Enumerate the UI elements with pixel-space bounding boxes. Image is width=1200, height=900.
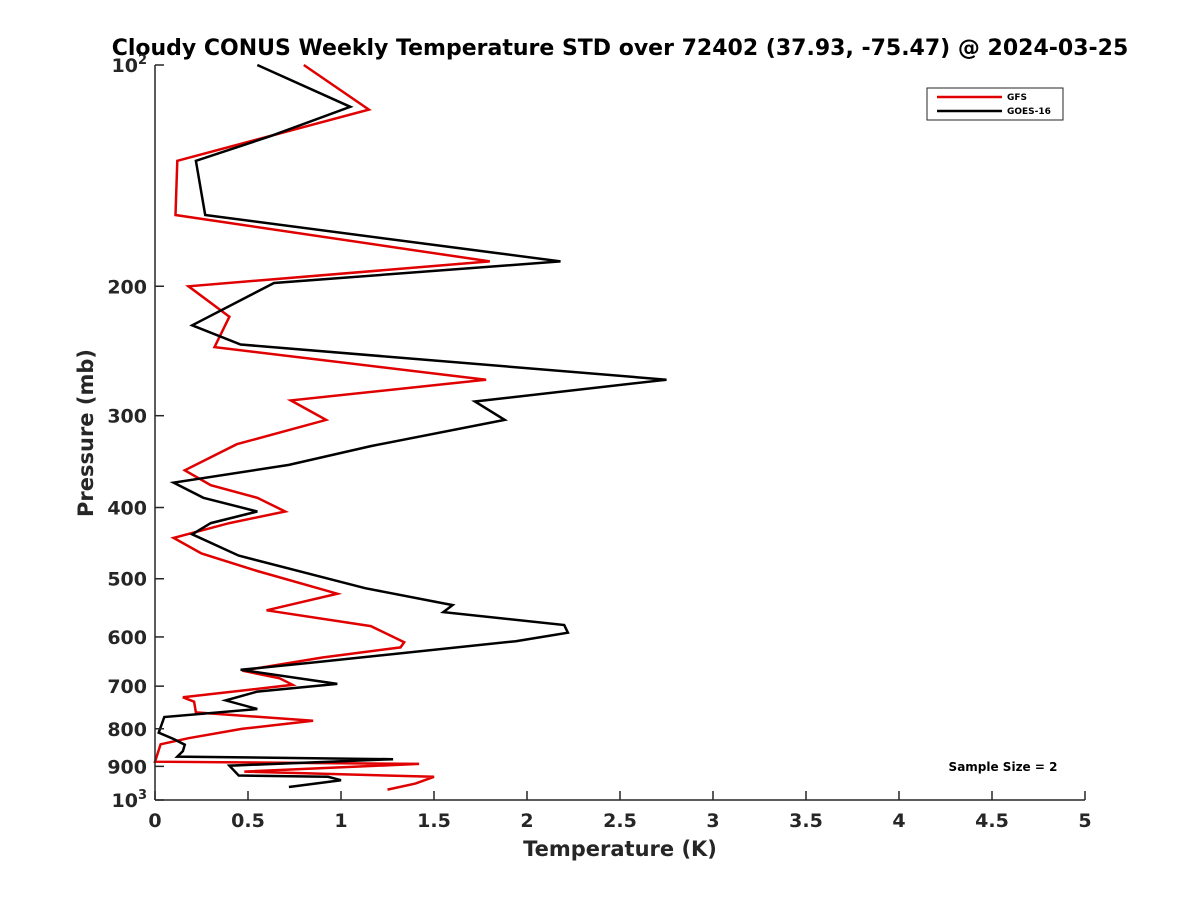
x-tick-label: 1 [334, 810, 347, 832]
legend: GFS GOES-16 [926, 87, 1064, 121]
legend-box [926, 87, 1064, 121]
x-tick-label: 3.5 [789, 810, 823, 832]
y-tick-base: 10 [112, 790, 138, 812]
sample-size-annotation: Sample Size = 2 [949, 760, 1058, 774]
y-tick-label: 103 [112, 788, 148, 812]
y-tick-label: 300 [107, 406, 147, 428]
series-line-goes-16 [157, 63, 667, 789]
x-tick-label: 0.5 [231, 810, 265, 832]
y-tick-label: 900 [107, 756, 147, 778]
x-tick-label: 2.5 [603, 810, 637, 832]
y-tick-label: 500 [107, 569, 147, 591]
series-line-gfs [153, 63, 490, 791]
x-axis: 0 0.5 1 1.5 2 2.5 3 3.5 4 4.5 5 [148, 791, 1092, 832]
x-tick-label: 1.5 [417, 810, 451, 832]
y-tick-label: 200 [107, 276, 147, 298]
y-tick-label: 400 [107, 498, 147, 520]
x-tick-label: 4 [892, 810, 905, 832]
legend-label-gfs: GFS [1007, 93, 1027, 103]
x-tick-label: 3 [706, 810, 719, 832]
x-tick-label: 0 [148, 810, 161, 832]
y-tick-exponent: 2 [138, 53, 147, 68]
y-tick-exponent: 3 [138, 788, 147, 803]
y-axis-label: Pressure (mb) [74, 349, 98, 517]
y-tick-label: 700 [107, 676, 147, 698]
series-group [153, 63, 667, 791]
y-tick-label: 102 [112, 53, 148, 77]
y-tick-label: 800 [107, 719, 147, 741]
legend-label-goes16: GOES-16 [1007, 107, 1051, 117]
y-tick-label: 600 [107, 627, 147, 649]
x-tick-label: 2 [520, 810, 533, 832]
x-tick-label: 5 [1078, 810, 1091, 832]
x-axis-label: Temperature (K) [523, 837, 717, 861]
chart-title: Cloudy CONUS Weekly Temperature STD over… [112, 36, 1129, 61]
x-tick-label: 4.5 [975, 810, 1009, 832]
y-tick-base: 10 [112, 55, 138, 77]
